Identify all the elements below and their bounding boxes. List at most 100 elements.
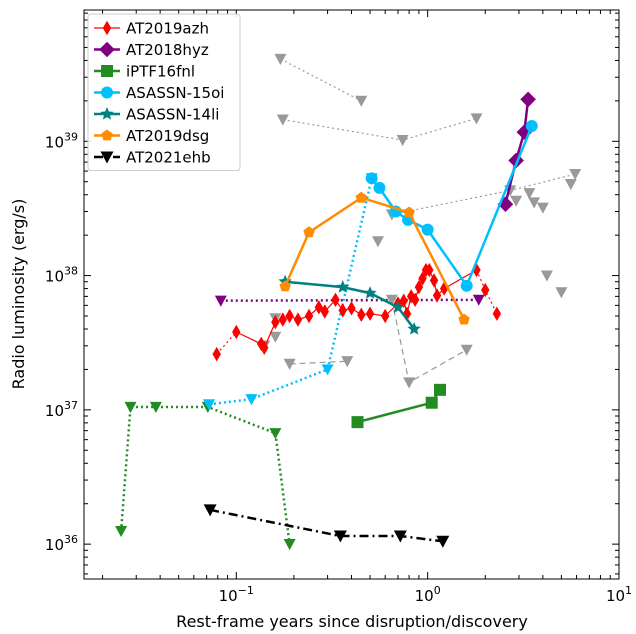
- series-line-6-0: [209, 508, 443, 543]
- legend-label: AT2021ehb: [126, 149, 211, 167]
- series-marker-2-0: [351, 416, 364, 429]
- y-tick-exponent: 36: [64, 533, 78, 546]
- x-tick-base: 10: [415, 587, 434, 605]
- series-marker-0-25: [425, 262, 434, 278]
- y-tick-exponent: 37: [64, 399, 78, 412]
- series-marker-0-13: [347, 301, 356, 316]
- limit-marker-2-2: [321, 364, 334, 376]
- series-marker-0-27: [432, 288, 442, 303]
- legend-label: iPTF16fnl: [126, 63, 195, 81]
- series-marker-0-18: [399, 293, 408, 308]
- limit-marker-2-0: [202, 399, 215, 411]
- y-tick-base: 10: [45, 268, 64, 286]
- series-marker-0-14: [357, 307, 366, 323]
- y-tick-base: 10: [45, 536, 64, 554]
- limit-marker-7-0: [385, 294, 398, 306]
- x-tick-label: 100: [415, 584, 441, 605]
- series-marker-4-2: [363, 286, 377, 299]
- limit-marker-0-1: [472, 294, 485, 306]
- limit-marker-0-0: [214, 295, 227, 307]
- y-tick-label: 1038: [45, 265, 78, 286]
- series-marker-0-12: [338, 303, 347, 318]
- series-line-1-0: [504, 99, 530, 205]
- series-marker-0-5: [278, 312, 288, 327]
- series-marker-3-6: [525, 119, 538, 132]
- series-marker-3-0: [365, 172, 378, 185]
- series-marker-0-21: [410, 292, 420, 308]
- series-marker-6-3: [436, 535, 450, 548]
- limit-marker-1-4: [269, 428, 282, 440]
- series-marker-4-4: [407, 322, 421, 335]
- x-tick-base: 10: [606, 587, 625, 605]
- series-marker-0-15: [365, 306, 375, 321]
- limit-marker-1-5: [283, 539, 296, 551]
- legend-label: AT2019dsg: [126, 127, 209, 145]
- x-tick-exponent: −1: [238, 584, 254, 597]
- series-marker-3-1: [373, 181, 386, 194]
- series-marker-0-31: [492, 306, 502, 321]
- limit-marker-8-10: [564, 178, 577, 191]
- legend-marker: [99, 41, 115, 58]
- series-marker-5-0: [279, 280, 291, 292]
- limit-line-2: [208, 178, 373, 406]
- limit-marker-1-1: [124, 401, 137, 414]
- series-marker-0-11: [331, 292, 340, 308]
- series-marker-3-4: [421, 223, 434, 236]
- x-tick-exponent: 1: [625, 584, 632, 597]
- series-marker-0-26: [429, 273, 439, 288]
- limit-marker-8-1: [269, 331, 282, 343]
- y-tick-exponent: 39: [64, 130, 78, 143]
- limit-marker-1-0: [115, 526, 128, 538]
- limit-marker-8-6: [528, 197, 541, 209]
- series-marker-6-1: [333, 530, 347, 543]
- y-tick-label: 1037: [45, 399, 78, 420]
- limit-marker-8-5: [523, 188, 536, 200]
- series-marker-0-3: [260, 340, 269, 355]
- series-marker-3-5: [460, 279, 473, 292]
- legend-box: [87, 13, 241, 171]
- limit-marker-1-2: [149, 401, 162, 414]
- limit-marker-6-0: [283, 358, 296, 370]
- limit-marker-8-9: [555, 287, 568, 299]
- series-marker-0-0: [212, 346, 221, 362]
- series-marker-1-2: [516, 124, 533, 140]
- limit-marker-7-1: [403, 377, 416, 389]
- series-marker-6-0: [203, 504, 217, 517]
- limit-marker-3-0: [274, 53, 287, 66]
- series-marker-5-4: [458, 313, 470, 325]
- limit-line-3: [280, 58, 362, 102]
- series-marker-0-30: [481, 282, 490, 298]
- x-tick-label: 10−1: [219, 584, 254, 605]
- limit-marker-8-7: [536, 202, 549, 214]
- legend-label: AT2018hyz: [126, 41, 209, 59]
- limit-marker-2-1: [245, 394, 258, 406]
- series-marker-0-7: [293, 312, 303, 327]
- y-tick-label: 1036: [45, 533, 78, 554]
- legend-marker: [102, 20, 112, 36]
- limit-marker-5-2: [569, 168, 582, 181]
- series-marker-5-2: [355, 191, 367, 203]
- legend-label: ASASSN-15oi: [126, 84, 224, 102]
- limit-marker-3-1: [355, 95, 368, 107]
- y-tick-base: 10: [45, 133, 64, 151]
- y-tick-base: 10: [45, 402, 64, 420]
- series-marker-4-1: [336, 280, 350, 293]
- series-marker-0-10: [320, 304, 329, 319]
- series-marker-1-0: [497, 196, 514, 213]
- plot-area: [115, 53, 582, 551]
- y-axis-label: Radio luminosity (erg/s): [9, 199, 28, 390]
- legend-marker: [101, 129, 113, 141]
- series-marker-5-1: [303, 226, 315, 238]
- limit-marker-8-4: [510, 195, 523, 207]
- limit-line-1: [119, 405, 291, 545]
- limit-marker-4-1: [396, 135, 409, 147]
- series-marker-6-2: [393, 530, 407, 543]
- limit-marker-4-0: [276, 114, 289, 126]
- series-marker-0-23: [418, 271, 427, 286]
- legend-marker: [101, 65, 113, 77]
- legend-label: AT2019azh: [126, 20, 209, 38]
- limit-marker-8-0: [371, 236, 384, 248]
- legend-label: ASASSN-14li: [126, 106, 219, 124]
